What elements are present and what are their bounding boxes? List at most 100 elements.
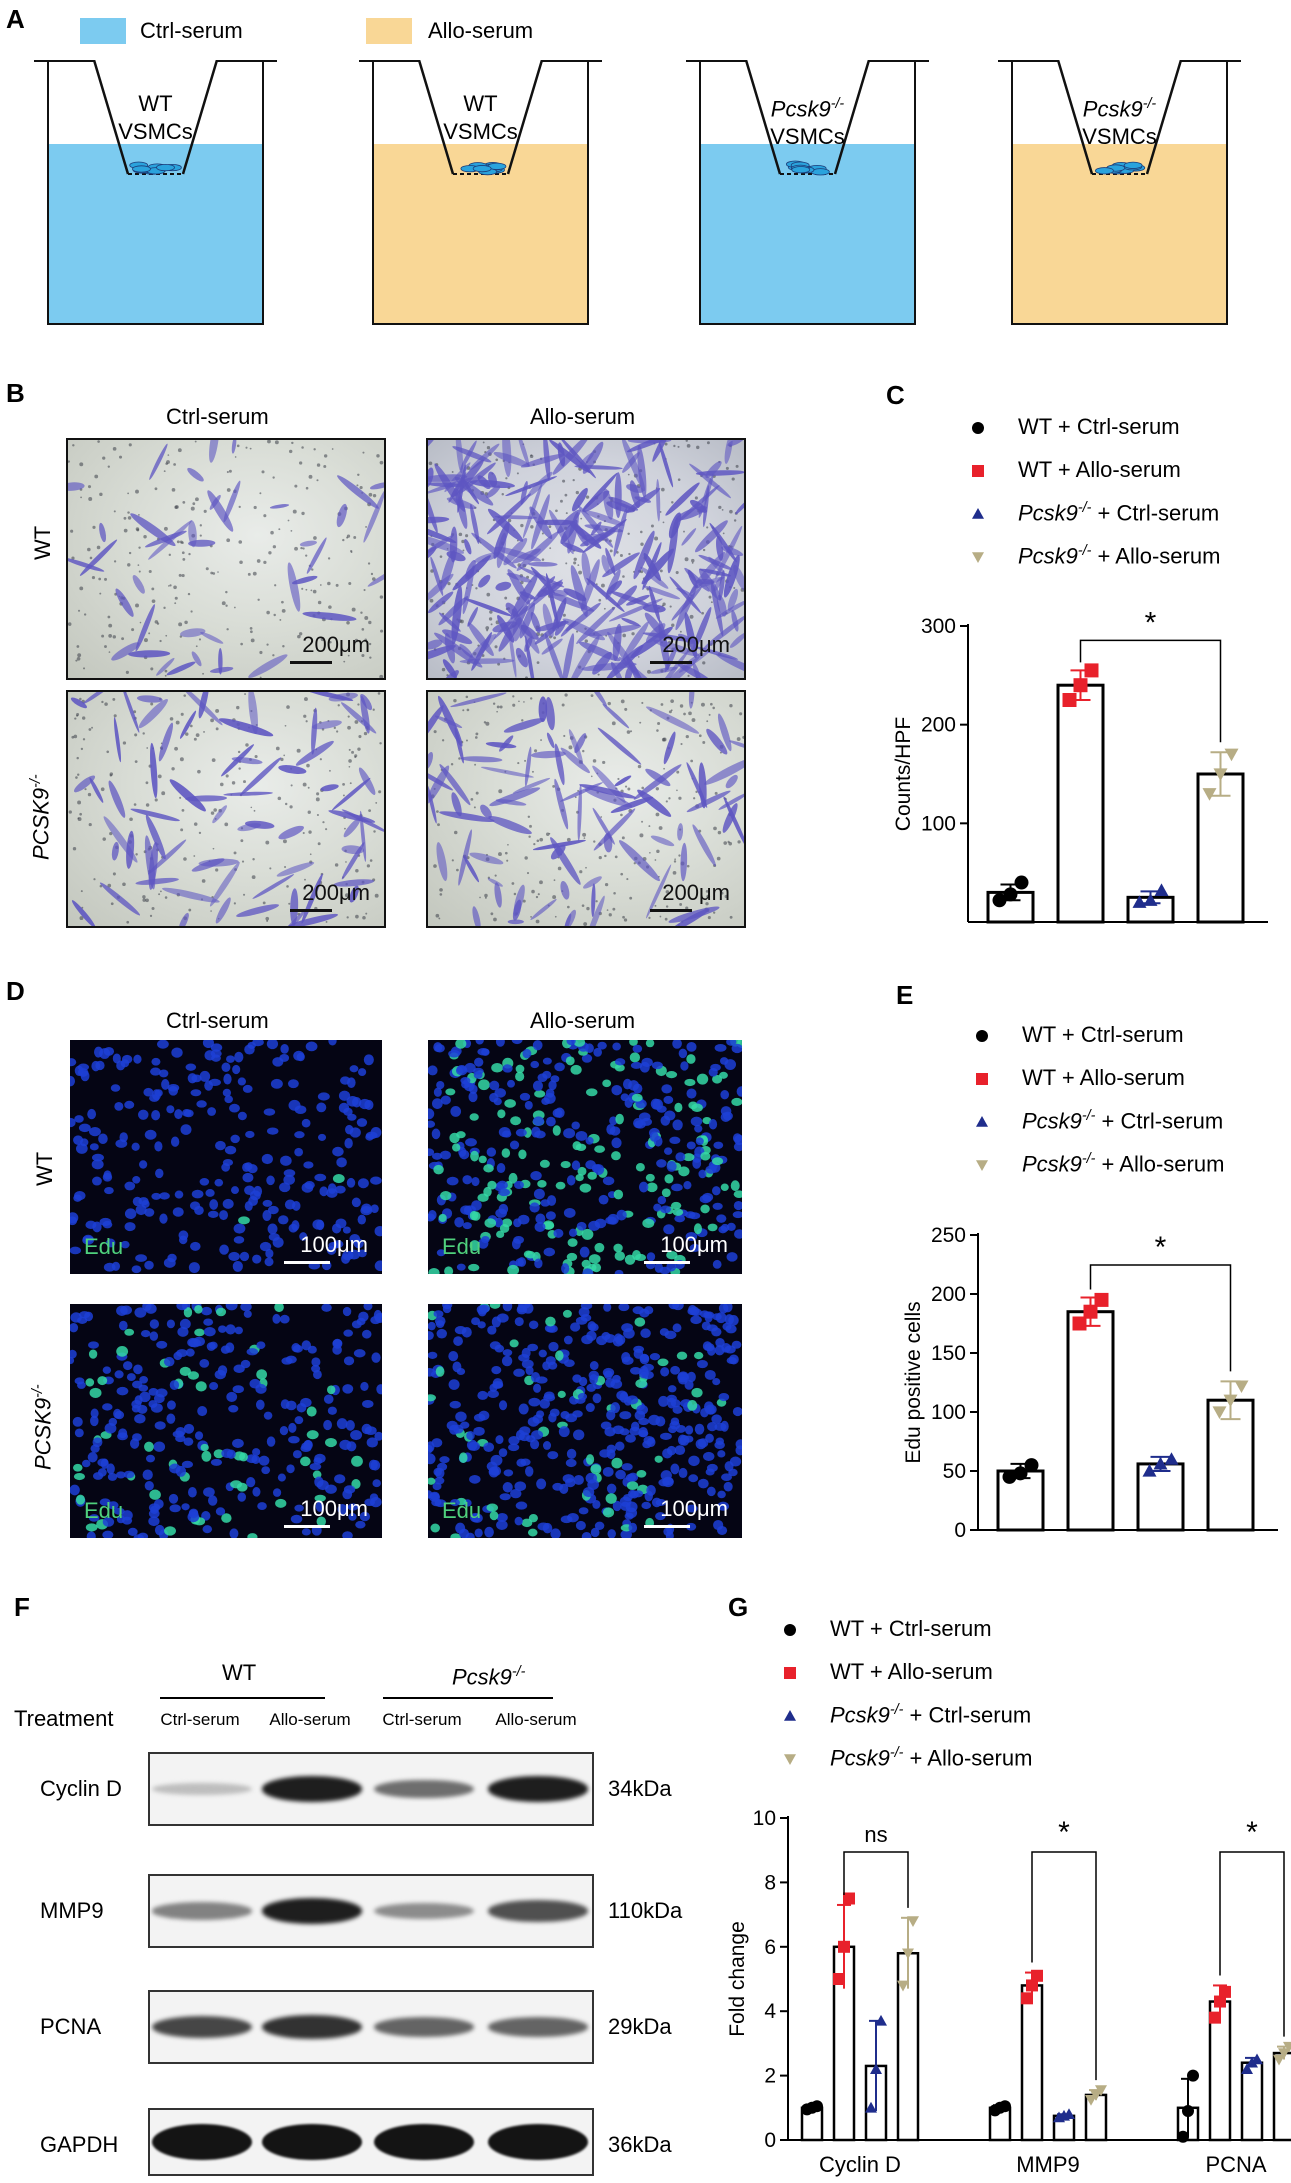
pore-dot (343, 660, 346, 663)
pore-dot (611, 721, 616, 726)
pore-dot (677, 478, 681, 481)
pore-dot (113, 560, 117, 563)
stained-cell (503, 718, 545, 733)
dapi-nucleus (611, 1137, 622, 1149)
dapi-nucleus (175, 1465, 187, 1477)
pore-dot (139, 621, 142, 624)
dapi-nucleus (218, 1325, 227, 1333)
legend-marker (976, 1073, 988, 1085)
dapi-nucleus (102, 1172, 113, 1182)
dapi-nucleus (181, 1503, 190, 1511)
pore-dot (648, 825, 651, 827)
stained-cell (458, 829, 472, 886)
dapi-nucleus (358, 1249, 367, 1258)
dapi-nucleus (439, 1456, 450, 1464)
scale-label: 200μm (302, 880, 370, 905)
stained-cell (532, 839, 586, 851)
dapi-nucleus (135, 1254, 147, 1262)
dapi-nucleus (149, 1331, 159, 1341)
dapi-nucleus (99, 1498, 111, 1506)
stained-cell (677, 823, 684, 841)
pore-dot (310, 589, 313, 592)
dapi-nucleus (132, 1175, 141, 1184)
pore-dot (685, 734, 689, 739)
dapi-nucleus (503, 1469, 514, 1477)
pore-dot (236, 444, 240, 448)
data-point (1013, 1466, 1028, 1481)
pore-dot (309, 853, 312, 856)
pore-dot (465, 695, 469, 699)
dapi-nucleus (685, 1231, 698, 1242)
pore-dot (74, 717, 77, 720)
edu-positive-nucleus (478, 1155, 487, 1164)
stained-cell (686, 790, 731, 813)
dapi-nucleus (283, 1174, 295, 1185)
pore-dot (195, 733, 200, 737)
pore-dot (368, 492, 373, 497)
edu-positive-nucleus (730, 1180, 740, 1192)
dapi-nucleus (294, 1131, 305, 1139)
pore-dot (165, 462, 168, 465)
pore-dot (598, 855, 602, 860)
edu-positive-nucleus (274, 1304, 284, 1313)
stained-cell (602, 552, 640, 578)
data-point (1214, 1995, 1226, 2008)
y-tick-label: 300 (921, 615, 956, 638)
stained-cell (675, 484, 720, 524)
pore-dot (584, 639, 588, 643)
pore-dot (106, 750, 110, 754)
pore-dot (677, 445, 680, 448)
pore-dot (512, 695, 515, 698)
stained-cell (658, 441, 674, 488)
dapi-nucleus (546, 1116, 556, 1127)
legend-serum: + Ctrl-serum (903, 1702, 1032, 1728)
stained-cell (269, 504, 290, 509)
pore-dot (648, 916, 651, 919)
dapi-nucleus (116, 1471, 126, 1479)
pore-dot (92, 525, 96, 529)
stained-cell (508, 627, 517, 678)
pore-dot (286, 885, 289, 888)
edu-positive-nucleus (720, 1183, 729, 1191)
stained-cell (477, 475, 491, 490)
stained-cell (370, 482, 384, 490)
dapi-nucleus (126, 1373, 136, 1382)
stained-cell (333, 879, 375, 887)
dapi-nucleus (90, 1415, 99, 1427)
pore-dot (716, 856, 721, 861)
data-point (1154, 883, 1169, 897)
pore-dot (185, 732, 189, 736)
dapi-nucleus (177, 1326, 189, 1337)
dapi-nucleus (714, 1044, 727, 1052)
pore-dot (98, 577, 102, 581)
dapi-nucleus (232, 1064, 241, 1075)
dapi-nucleus (288, 1422, 297, 1433)
dapi-nucleus (724, 1345, 736, 1354)
pore-dot (305, 588, 308, 591)
edu-positive-nucleus (213, 1449, 225, 1459)
stained-cell (725, 774, 738, 789)
dapi-nucleus (95, 1060, 105, 1071)
stained-cell (478, 574, 491, 588)
pore-dot (362, 915, 366, 920)
dapi-nucleus (263, 1411, 273, 1420)
edu-positive-nucleus (614, 1251, 626, 1261)
pore-dot (80, 890, 83, 893)
pore-dot (135, 527, 140, 531)
dapi-nucleus (496, 1162, 506, 1174)
dapi-nucleus (612, 1042, 621, 1051)
stained-cell (694, 520, 728, 553)
pore-dot (607, 701, 611, 706)
y-tick-label: 100 (921, 812, 956, 835)
pore-dot (181, 808, 185, 812)
dapi-nucleus (502, 1482, 513, 1493)
pore-dot (256, 559, 261, 563)
stained-cell (516, 531, 560, 571)
stained-cell (704, 757, 744, 785)
dapi-nucleus (350, 1430, 363, 1441)
stained-cell (463, 598, 513, 617)
protein-band (262, 1776, 362, 1802)
dapi-nucleus (262, 1199, 273, 1207)
dapi-nucleus (243, 1310, 252, 1318)
dapi-nucleus (718, 1225, 728, 1234)
